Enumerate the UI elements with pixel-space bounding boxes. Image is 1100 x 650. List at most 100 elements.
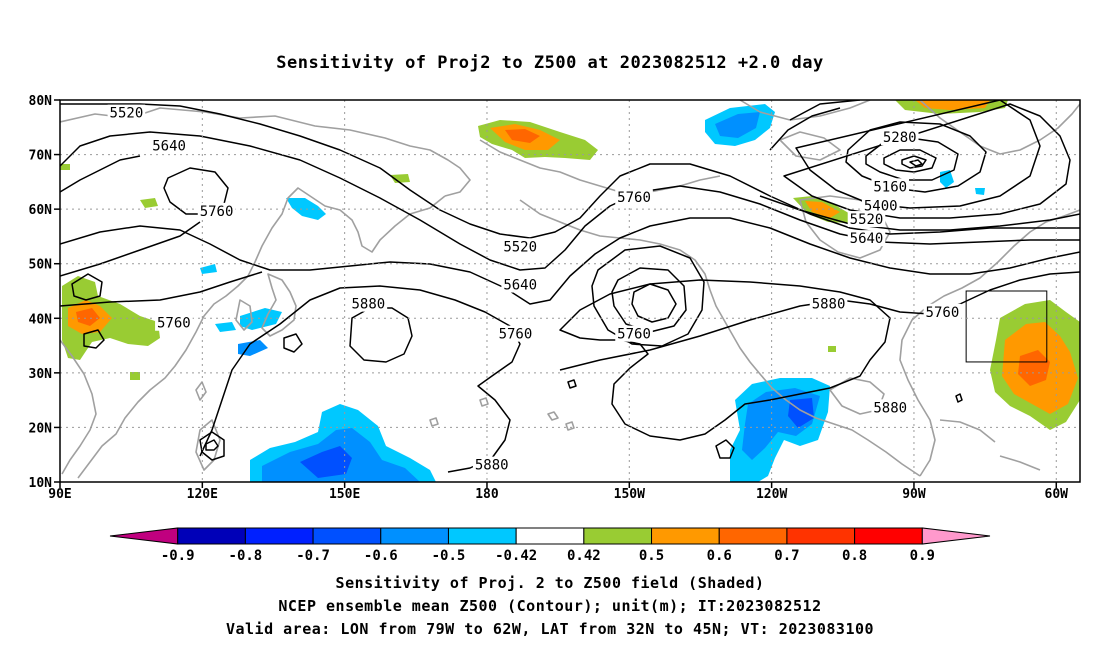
contour-label-bg	[197, 202, 236, 219]
valid-area-box	[965, 290, 1048, 363]
shade-positive-chukotka	[390, 174, 410, 183]
colorbar-swatch	[583, 527, 653, 545]
colorbar-swatch	[380, 527, 449, 545]
colorbar-end-left	[109, 527, 179, 545]
contour-label: 5760	[926, 305, 960, 321]
coast-japan	[261, 273, 297, 337]
shade-positive-bering-peak	[505, 129, 540, 143]
contour-5520-north	[60, 103, 1080, 239]
contour-label: 5760	[499, 327, 533, 343]
colorbar-label: 0.5	[639, 548, 664, 564]
colorbar-label: -0.9	[161, 548, 195, 564]
contour-label: 5640	[152, 138, 186, 154]
lon-tick-label: 120W	[756, 487, 787, 502]
contour-5880-east	[559, 279, 891, 441]
contour-5880-mexico-loop	[715, 439, 735, 459]
map-panel: 5520 5640 5760 5760 5880 5880 5520 5640 5760 5760…	[29, 94, 1081, 502]
colorbar-swatch	[854, 527, 923, 545]
contour-label: 5400	[864, 198, 898, 214]
shade-positive-atlantic-peak	[1018, 350, 1050, 386]
lat-tick-label: 20N	[29, 421, 53, 436]
contour-label-bg	[847, 211, 886, 228]
lat-tick-label: 50N	[29, 258, 53, 273]
contour-5400	[789, 100, 1041, 209]
contour-label-bg	[472, 456, 511, 473]
contour-label-bg	[861, 197, 900, 214]
colorbar-swatch	[786, 527, 856, 545]
lat-tick-label: 80N	[29, 94, 53, 109]
colorbar: -0.9 -0.8 -0.7 -0.6 -0.5 -0.42 0.42 0.5 0.6 0.7 0.…	[109, 527, 991, 564]
contour-5640-lab	[759, 195, 1080, 231]
shade-negative-japan-2	[215, 322, 236, 332]
contour-5880-scs	[199, 431, 225, 461]
contour-5760-north	[60, 217, 1080, 305]
contour-5760-east-trough	[559, 271, 1080, 371]
colorbar-swatch	[244, 527, 314, 545]
contour-label: 5880	[873, 400, 907, 416]
contour-5880-china-loop	[71, 273, 103, 301]
coast-greenland	[919, 100, 1080, 155]
contour-label-bg	[615, 189, 653, 206]
colorbar-label: -0.7	[296, 548, 330, 564]
contour-5880-main	[199, 285, 521, 473]
contour-label-bg	[107, 104, 146, 121]
coast-hawaii	[547, 411, 575, 431]
caption-line-1: Sensitivity of Proj. 2 to Z500 field (Sh…	[336, 574, 765, 592]
shade-negative-small-1	[975, 188, 985, 195]
colorbar-swatch	[718, 527, 788, 545]
colorbar-label: -0.8	[229, 548, 263, 564]
contour-label-bg	[155, 314, 193, 331]
contour-label: 5760	[157, 316, 191, 332]
contour-5880-scs-inner	[205, 439, 219, 451]
colorbar-label: 0.8	[842, 548, 867, 564]
contour-label-bg	[501, 276, 539, 293]
shade-positive-china-peak	[76, 308, 100, 326]
coast-korea	[235, 299, 253, 331]
coast-caribbean	[939, 419, 1041, 471]
contour-5640-cutoff	[611, 267, 687, 333]
contour-label: 5760	[200, 204, 234, 220]
shade-positive-sib-edge	[60, 164, 70, 170]
coast-kamchatka	[247, 187, 446, 277]
colorbar-swatch	[651, 527, 720, 545]
shade-negative-kuril	[238, 340, 268, 356]
lat-tick-label: 40N	[29, 312, 53, 327]
contour-label-bg	[923, 303, 962, 320]
contour-5880-atl-dot	[955, 393, 963, 403]
contour-label: 5880	[812, 297, 846, 313]
figure-title: Sensitivity of Proj2 to Z500 at 20230825…	[276, 53, 823, 73]
contour-label-bg	[150, 137, 188, 154]
colorbar-swatch	[312, 527, 382, 545]
shade-negative-wpac-deep	[300, 446, 352, 478]
colorbar-label: -0.5	[432, 548, 466, 564]
caption-line-2: NCEP ensemble mean Z500 (Contour); unit(…	[278, 597, 821, 615]
contour-label: 5520	[503, 239, 537, 255]
colorbar-label: 0.6	[707, 548, 732, 564]
contour-5760-cutoff-outer	[591, 245, 705, 347]
coast-hudson	[799, 195, 891, 259]
coast-na-west	[709, 289, 921, 477]
contour-label-bg	[871, 399, 910, 416]
coast-arctic-islands	[739, 100, 871, 161]
lon-tick-label: 180	[475, 487, 499, 502]
contour-5160-mid	[883, 149, 937, 173]
contour-label: 5640	[850, 231, 884, 247]
contour-label: 5280	[883, 130, 917, 146]
shade-negative-japan	[200, 264, 217, 274]
contour-extra-2	[60, 221, 201, 277]
coast-aleutian	[519, 199, 711, 291]
contour-extra-1	[60, 155, 141, 193]
lat-tick-label: 70N	[29, 149, 53, 164]
contour-label-bg	[880, 129, 919, 146]
contour-5520-lab	[769, 103, 1071, 219]
contour-label-bg	[615, 325, 653, 342]
colorbar-swatch	[177, 527, 246, 545]
contour-label: 5880	[475, 458, 509, 474]
lat-tick-label: 60N	[29, 203, 53, 218]
contour-label: 5760	[617, 327, 651, 343]
colorbar-label: -0.42	[495, 548, 537, 564]
contour-5280	[845, 121, 987, 193]
shade-positive-caribbean	[130, 372, 140, 380]
map-background	[60, 100, 1080, 482]
